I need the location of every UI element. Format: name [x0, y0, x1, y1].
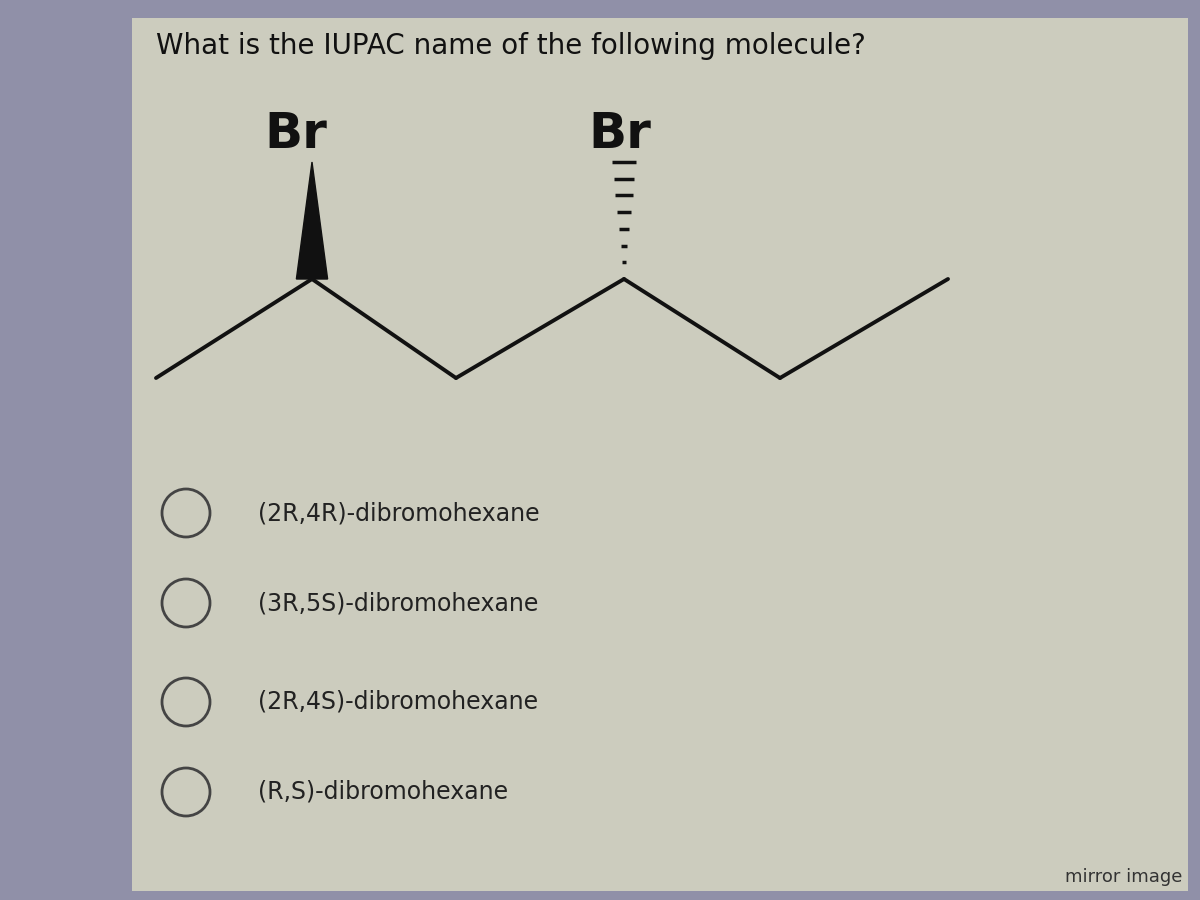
Text: (2R,4R)-dibromohexane: (2R,4R)-dibromohexane	[258, 501, 540, 525]
Text: mirror image: mirror image	[1064, 868, 1182, 886]
Polygon shape	[296, 162, 328, 279]
Text: (R,S)-dibromohexane: (R,S)-dibromohexane	[258, 780, 508, 804]
Text: (2R,4S)-dibromohexane: (2R,4S)-dibromohexane	[258, 690, 538, 714]
Text: (3R,5S)-dibromohexane: (3R,5S)-dibromohexane	[258, 591, 539, 615]
Text: Br: Br	[588, 110, 650, 158]
Text: Br: Br	[264, 110, 326, 158]
FancyBboxPatch shape	[132, 18, 1188, 891]
Text: What is the IUPAC name of the following molecule?: What is the IUPAC name of the following …	[156, 32, 866, 59]
